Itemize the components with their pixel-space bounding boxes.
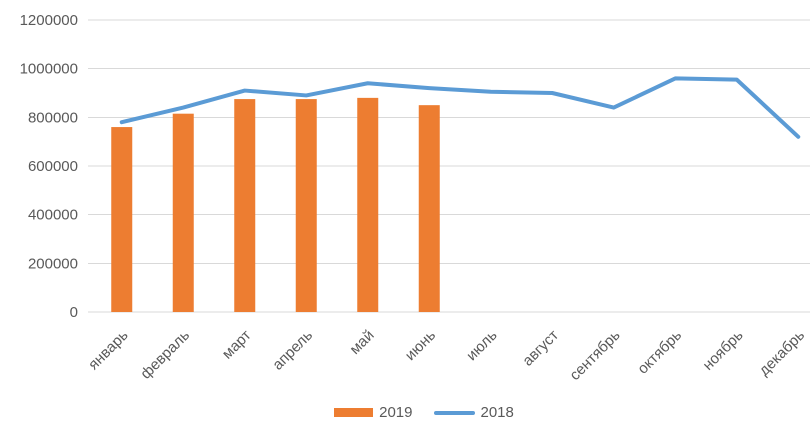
bar-2019-январь xyxy=(111,127,133,312)
x-tick-label: май xyxy=(346,327,377,358)
x-tick-label: февраль xyxy=(137,327,193,383)
bar-2019-июнь xyxy=(418,105,440,313)
y-tick-label: 800000 xyxy=(28,109,78,126)
bar-2019-март xyxy=(234,99,256,312)
bar-2019-май xyxy=(357,97,379,312)
legend-swatch-2018-line xyxy=(433,410,475,415)
x-tick-label: ноябрь xyxy=(700,327,747,374)
x-tick-label: апрель xyxy=(269,327,316,374)
legend: 2019 2018 xyxy=(19,404,810,421)
x-tick-label: март xyxy=(219,327,255,363)
x-tick-label: октябрь xyxy=(634,327,685,378)
legend-label-2018: 2018 xyxy=(480,404,514,421)
legend-swatch-2019-bar xyxy=(334,408,374,417)
bar-2019-апрель xyxy=(295,99,317,312)
y-tick-label: 0 xyxy=(70,304,78,321)
x-tick-label: июль xyxy=(463,327,501,365)
x-tick-label: январь xyxy=(85,327,132,374)
plot-area: 0 200000 400000 600000 800000 1000000 1200000 я… xyxy=(20,12,810,384)
bar-2019-февраль xyxy=(172,113,194,312)
line-series-2018 xyxy=(119,76,801,139)
x-tick-label: июнь xyxy=(402,327,439,364)
x-tick-label: август xyxy=(519,327,562,370)
y-tick-label: 200000 xyxy=(28,255,78,272)
legend-label-2019: 2019 xyxy=(379,404,413,421)
y-tick-label: 1200000 xyxy=(20,12,78,29)
x-tick-label: сентябрь xyxy=(566,327,623,384)
legend-item-2018: 2018 xyxy=(433,404,514,421)
y-tick-label: 1000000 xyxy=(20,61,78,78)
x-tick-label: декабрь xyxy=(756,327,809,380)
legend-item-2019: 2019 xyxy=(334,404,413,421)
y-tick-label: 400000 xyxy=(28,207,78,224)
y-tick-label: 600000 xyxy=(28,158,78,175)
